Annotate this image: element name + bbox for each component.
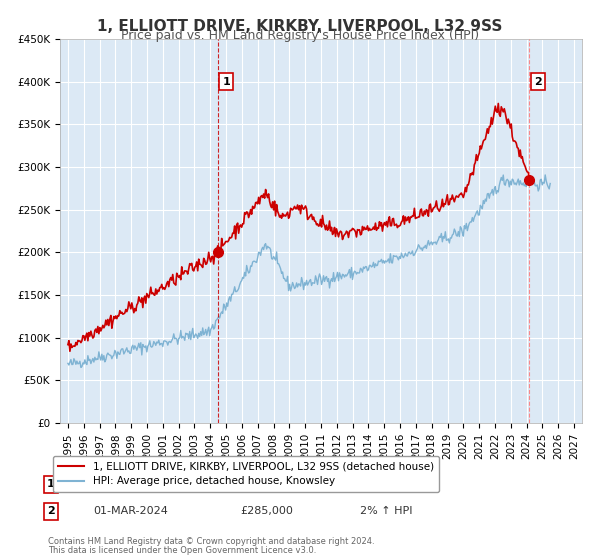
Text: £285,000: £285,000: [240, 506, 293, 516]
Text: 2: 2: [534, 77, 542, 87]
Text: £199,950: £199,950: [240, 479, 293, 489]
Text: 2: 2: [47, 506, 55, 516]
Text: 01-MAR-2024: 01-MAR-2024: [93, 506, 168, 516]
Text: Contains HM Land Registry data © Crown copyright and database right 2024.: Contains HM Land Registry data © Crown c…: [48, 538, 374, 547]
Text: 2% ↑ HPI: 2% ↑ HPI: [360, 506, 413, 516]
Text: 1: 1: [47, 479, 55, 489]
Text: 1: 1: [222, 77, 230, 87]
Text: 18-JUN-2004: 18-JUN-2004: [93, 479, 164, 489]
Text: 1, ELLIOTT DRIVE, KIRKBY, LIVERPOOL, L32 9SS: 1, ELLIOTT DRIVE, KIRKBY, LIVERPOOL, L32…: [97, 19, 503, 34]
Text: This data is licensed under the Open Government Licence v3.0.: This data is licensed under the Open Gov…: [48, 545, 316, 555]
Text: 28% ↑ HPI: 28% ↑ HPI: [360, 479, 419, 489]
Text: Price paid vs. HM Land Registry's House Price Index (HPI): Price paid vs. HM Land Registry's House …: [121, 29, 479, 42]
Legend: 1, ELLIOTT DRIVE, KIRKBY, LIVERPOOL, L32 9SS (detached house), HPI: Average pric: 1, ELLIOTT DRIVE, KIRKBY, LIVERPOOL, L32…: [53, 456, 439, 492]
